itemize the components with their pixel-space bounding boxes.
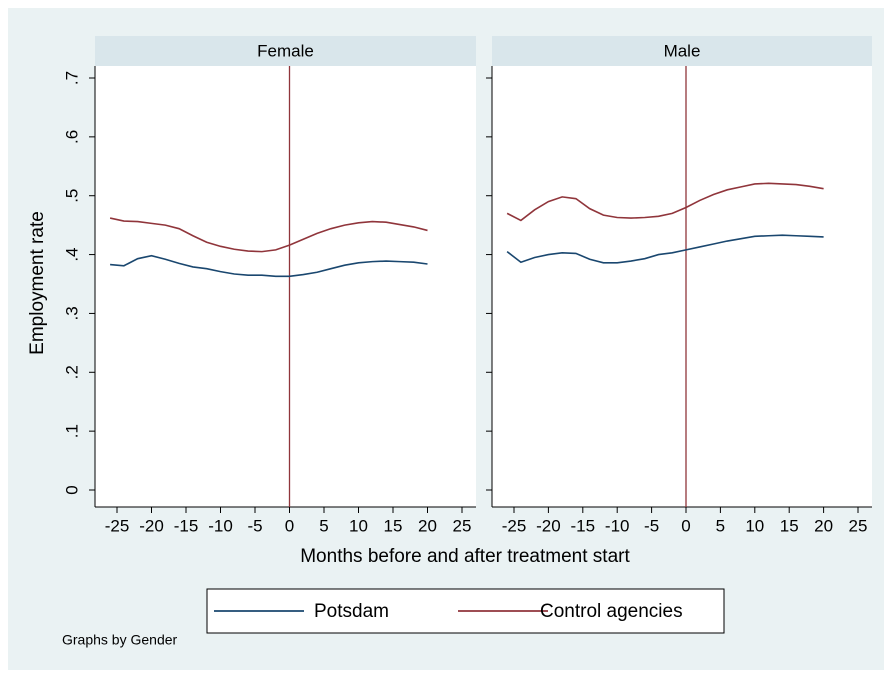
y-tick-label: .6 bbox=[62, 130, 81, 144]
x-tick-label: 10 bbox=[349, 516, 368, 535]
y-tick-label: 0 bbox=[62, 485, 81, 494]
x-tick-label: 0 bbox=[681, 516, 690, 535]
x-tick-label: -10 bbox=[208, 516, 233, 535]
x-tick-label: -20 bbox=[536, 516, 561, 535]
x-tick-label: 20 bbox=[814, 516, 833, 535]
y-tick-label: .2 bbox=[62, 365, 81, 379]
x-tick-label: 25 bbox=[849, 516, 868, 535]
y-tick-label: .3 bbox=[62, 306, 81, 320]
panel bbox=[95, 36, 476, 507]
x-axis-title: Months before and after treatment start bbox=[300, 546, 630, 567]
y-tick-label: .4 bbox=[62, 247, 81, 261]
x-tick-label: -20 bbox=[139, 516, 164, 535]
x-tick-label: 15 bbox=[384, 516, 403, 535]
x-tick-label: 20 bbox=[418, 516, 437, 535]
panel-strip bbox=[492, 36, 872, 66]
x-tick-label: 0 bbox=[285, 516, 294, 535]
y-tick-label: .1 bbox=[62, 424, 81, 438]
x-tick-label: 5 bbox=[319, 516, 328, 535]
x-tick-label: -5 bbox=[644, 516, 659, 535]
y-tick-label: .5 bbox=[62, 189, 81, 203]
legend-label: Control agencies bbox=[540, 601, 683, 622]
x-tick-label: -5 bbox=[247, 516, 262, 535]
y-tick-label: .7 bbox=[62, 71, 81, 85]
x-tick-label: 10 bbox=[745, 516, 764, 535]
x-tick-label: -15 bbox=[571, 516, 596, 535]
series-line: Potsdam bbox=[110, 254, 428, 278]
note: Graphs by Gender bbox=[62, 632, 178, 648]
x-tick-label: -25 bbox=[105, 516, 130, 535]
panel-strip bbox=[95, 36, 476, 66]
x-tick-label: 15 bbox=[780, 516, 799, 535]
panel bbox=[492, 36, 872, 507]
panel-title: Female bbox=[257, 41, 314, 60]
series-line: Control agencies bbox=[506, 182, 824, 222]
x-tick-label: -10 bbox=[605, 516, 630, 535]
y-axis-title: Employment rate bbox=[27, 211, 48, 355]
series-line: Control agencies bbox=[109, 217, 428, 253]
series-line: Potsdam bbox=[506, 234, 824, 264]
x-tick-label: -25 bbox=[502, 516, 527, 535]
legend-label: Potsdam bbox=[314, 601, 389, 622]
x-tick-label: -15 bbox=[174, 516, 199, 535]
x-tick-label: 5 bbox=[716, 516, 725, 535]
panel-title: Male bbox=[664, 41, 701, 60]
x-tick-label: 25 bbox=[453, 516, 472, 535]
